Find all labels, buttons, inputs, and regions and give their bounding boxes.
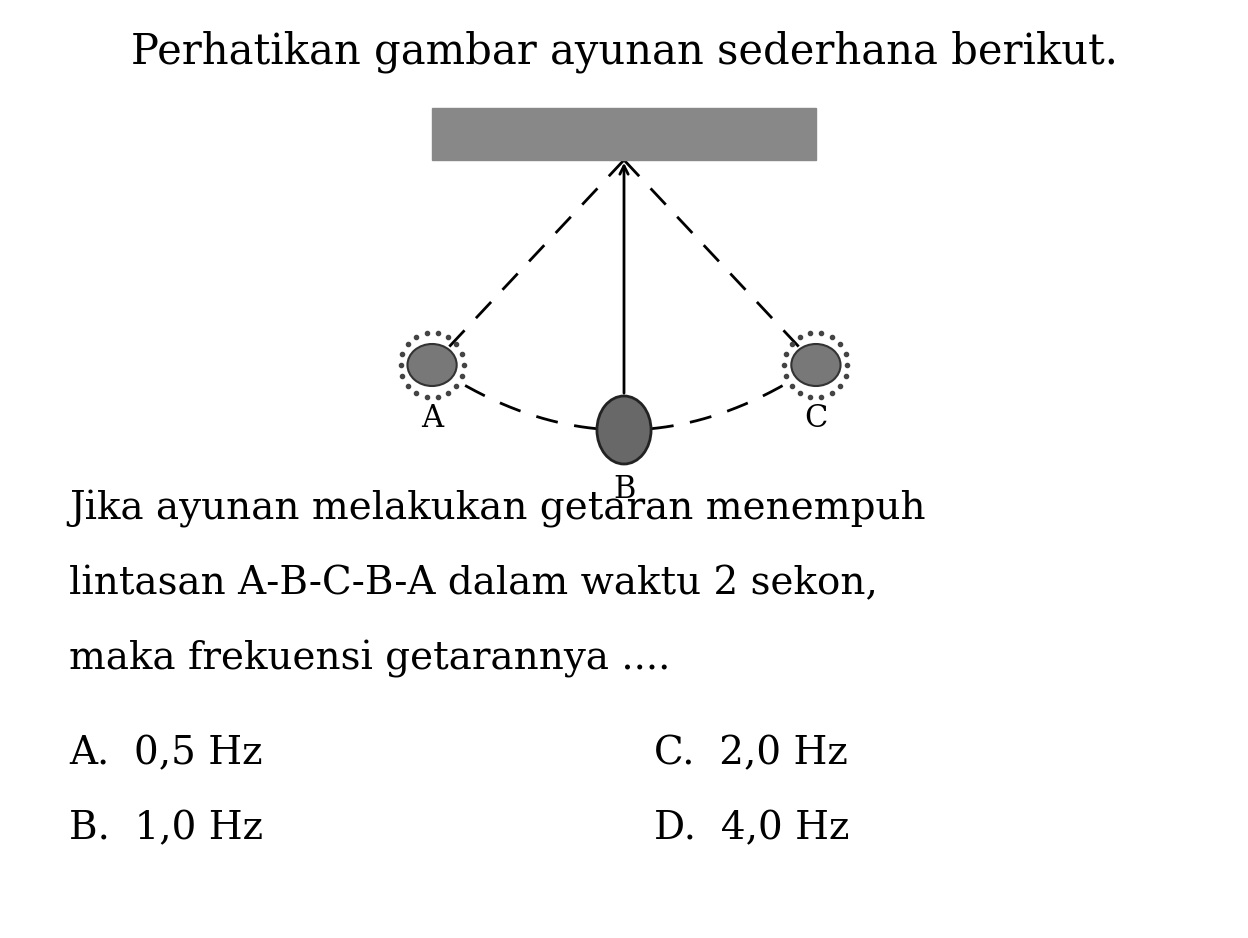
Text: B: B <box>613 474 635 505</box>
Text: A.  0,5 Hz: A. 0,5 Hz <box>69 735 262 772</box>
Bar <box>432 108 816 160</box>
Ellipse shape <box>791 344 841 386</box>
Text: Jika ayunan melakukan getaran menempuh: Jika ayunan melakukan getaran menempuh <box>69 490 926 528</box>
Text: maka frekuensi getarannya ....: maka frekuensi getarannya .... <box>69 640 670 678</box>
Text: lintasan A-B-C-B-A dalam waktu 2 sekon,: lintasan A-B-C-B-A dalam waktu 2 sekon, <box>69 565 877 602</box>
Text: B.  1,0 Hz: B. 1,0 Hz <box>69 810 263 847</box>
Text: D.  4,0 Hz: D. 4,0 Hz <box>654 810 849 847</box>
Ellipse shape <box>597 396 651 464</box>
Text: A: A <box>421 403 443 434</box>
Text: Perhatikan gambar ayunan sederhana berikut.: Perhatikan gambar ayunan sederhana berik… <box>131 30 1117 72</box>
Ellipse shape <box>407 344 457 386</box>
Text: C: C <box>804 403 827 434</box>
Text: C.  2,0 Hz: C. 2,0 Hz <box>654 735 847 772</box>
